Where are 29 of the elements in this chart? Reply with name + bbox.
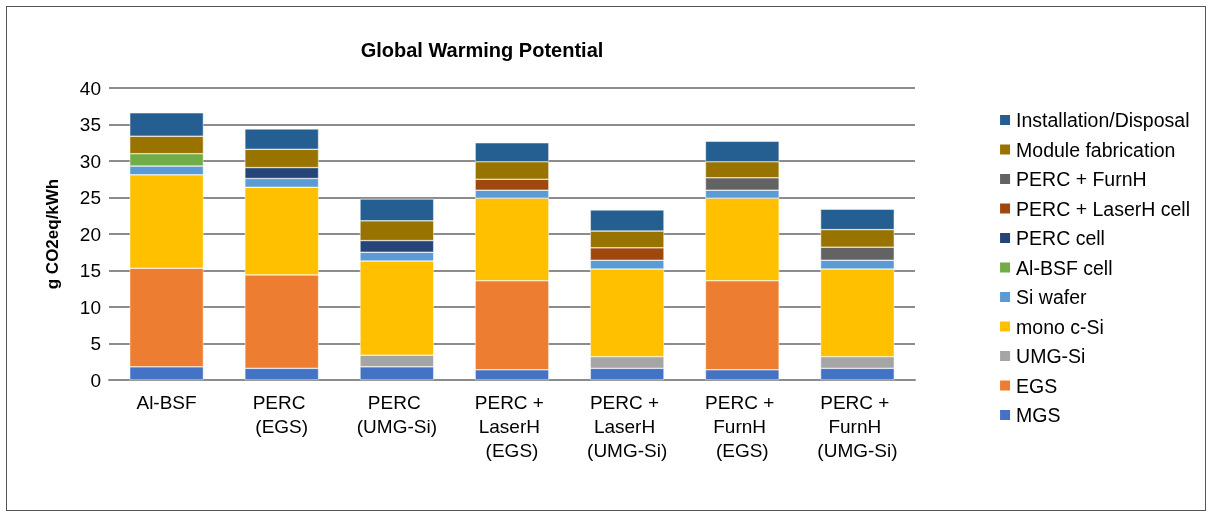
legend-label: Al-BSF cell <box>1016 256 1113 279</box>
legend-label: Module fabrication <box>1016 138 1176 161</box>
legend-label: UMG-Si <box>1016 345 1086 367</box>
x-tick-label: PERC (UMG-Si) <box>356 391 437 437</box>
y-tick-label: 5 <box>90 333 101 354</box>
x-tick-label: PERC (EGS) <box>252 391 311 437</box>
legend-label: PERC + LaserH cell <box>1016 197 1191 220</box>
y-tick-label: 15 <box>79 260 101 281</box>
y-tick-label: 30 <box>79 150 101 172</box>
x-tick-label: Al-BSF <box>136 391 197 413</box>
legend-label: PERC cell <box>1016 227 1105 249</box>
y-tick-label: 35 <box>79 114 101 135</box>
legend-label: PERC + FurnH <box>1016 168 1147 190</box>
legend-label: Si wafer <box>1016 286 1088 308</box>
y-tick-label: 25 <box>79 187 101 208</box>
chart-title: Global Warming Potential <box>360 39 604 61</box>
legend-label: mono c-Si <box>1016 315 1104 338</box>
x-tick-label: PERC + LaserH (UMG-Si) <box>587 391 668 461</box>
x-tick-label: PERC + FurnH (UMG-Si) <box>817 391 898 461</box>
y-tick-label: 10 <box>79 296 101 318</box>
y-axis-title: g CO2eq/kWh <box>43 178 62 290</box>
x-tick-label: PERC + LaserH (EGS) <box>474 391 550 461</box>
y-tick-label: 40 <box>79 77 101 99</box>
x-tick-label: PERC + FurnH (EGS) <box>705 391 780 461</box>
legend-label: EGS <box>1016 374 1058 397</box>
legend-label: MGS <box>1016 404 1061 426</box>
y-tick-label: 20 <box>79 223 101 245</box>
legend-label: Installation/Disposal <box>1016 109 1190 131</box>
y-tick-label: 0 <box>90 369 101 391</box>
